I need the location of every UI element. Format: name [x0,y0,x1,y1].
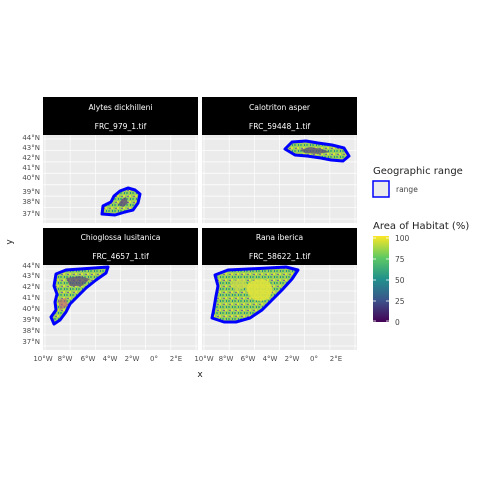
x-tick-label: 6°W [241,355,256,363]
legend-title: Geographic range [373,166,463,177]
y-tick-label: 40°N [22,174,40,182]
strip-file-label: FRC_58622_1.tif [249,252,311,261]
y-tick-label: 41°N [22,164,40,172]
strip-species [202,97,357,117]
facet-rana-iberica: Rana iberica FRC_58622_1.tif [202,228,357,350]
legend-range-label: range [396,185,418,194]
y-tick-label: 41°N [22,294,40,302]
colorbar [373,236,389,322]
y-tick-label: 40°N [22,305,40,313]
x-axis-title: x [197,370,203,380]
y-tick-label: 38°N [22,198,40,206]
x-axis-ticks-right: 10°W 8°W 6°W 4°W 2°W 0° 2°E [194,355,342,363]
x-tick-label: 8°W [219,355,234,363]
legend-geographic-range: Geographic range range [372,166,463,198]
legend-range-key [372,180,390,198]
y-axis-ticks-top: 44°N 43°N 42°N 41°N 40°N 39°N 38°N 37°N [22,134,40,218]
y-axis-title: y [5,239,15,245]
strip-file-label: FRC_4657_1.tif [92,252,149,261]
strip-file [43,247,198,265]
y-tick-label: 43°N [22,144,40,152]
strip-file [43,117,198,135]
x-tick-label: 8°W [58,355,73,363]
x-tick-label: 4°W [263,355,278,363]
colorbar-tick-label: 75 [395,255,405,264]
y-tick-label: 44°N [22,134,40,142]
facet-chioglossa-lusitanica: Chioglossa lusitanica FRC_4657_1.tif [43,228,198,350]
x-tick-label: 0° [150,355,158,363]
y-tick-label: 43°N [22,272,40,280]
x-tick-label: 10°W [194,355,213,363]
legend-title: Area of Habitat (%) [373,221,469,232]
strip-species-label: Calotriton asper [249,103,311,112]
strip-species [202,228,357,247]
range-outline [210,265,300,324]
strip-species-label: Chioglossa lusitanica [81,233,161,242]
legend-area-of-habitat: Area of Habitat (%) 100 75 50 25 0 [373,221,469,327]
y-tick-label: 44°N [22,262,40,270]
y-tick-label: 39°N [22,188,40,196]
y-tick-label: 37°N [22,210,40,218]
y-tick-label: 42°N [22,154,40,162]
colorbar-tick-label: 50 [395,276,405,285]
x-tick-label: 4°W [103,355,118,363]
range-outline [100,186,142,217]
x-tick-label: 2°W [285,355,300,363]
x-tick-label: 6°W [81,355,96,363]
x-tick-label: 2°E [170,355,182,363]
strip-species-label: Rana iberica [256,233,303,242]
colorbar-tick-label: 0 [395,318,400,327]
x-tick-label: 2°E [330,355,342,363]
strip-species [43,97,198,117]
y-axis-ticks-bottom: 44°N 43°N 42°N 41°N 40°N 39°N 38°N 37°N [22,262,40,346]
strip-species-label: Alytes dickhilleni [88,103,152,112]
colorbar-tick-label: 25 [395,297,405,306]
strip-file [202,117,357,135]
x-axis-ticks-left: 10°W 8°W 6°W 4°W 2°W 0° 2°E [33,355,182,363]
y-tick-label: 39°N [22,316,40,324]
strip-file-label: FRC_59448_1.tif [249,122,311,131]
x-tick-label: 2°W [125,355,140,363]
range-outline [49,265,110,326]
y-tick-label: 38°N [22,327,40,335]
facet-alytes-dickhilleni: Alytes dickhilleni FRC_979_1.tif [43,97,198,223]
colorbar-tick-label: 100 [395,234,410,243]
x-tick-label: 10°W [33,355,52,363]
strip-file-label: FRC_979_1.tif [95,122,147,131]
range-outline [283,139,351,163]
x-tick-label: 0° [310,355,318,363]
strip-file [202,247,357,265]
facet-calotriton-asper: Calotriton asper FRC_59448_1.tif [202,97,357,223]
strip-species [43,228,198,247]
y-tick-label: 42°N [22,283,40,291]
y-tick-label: 37°N [22,338,40,346]
